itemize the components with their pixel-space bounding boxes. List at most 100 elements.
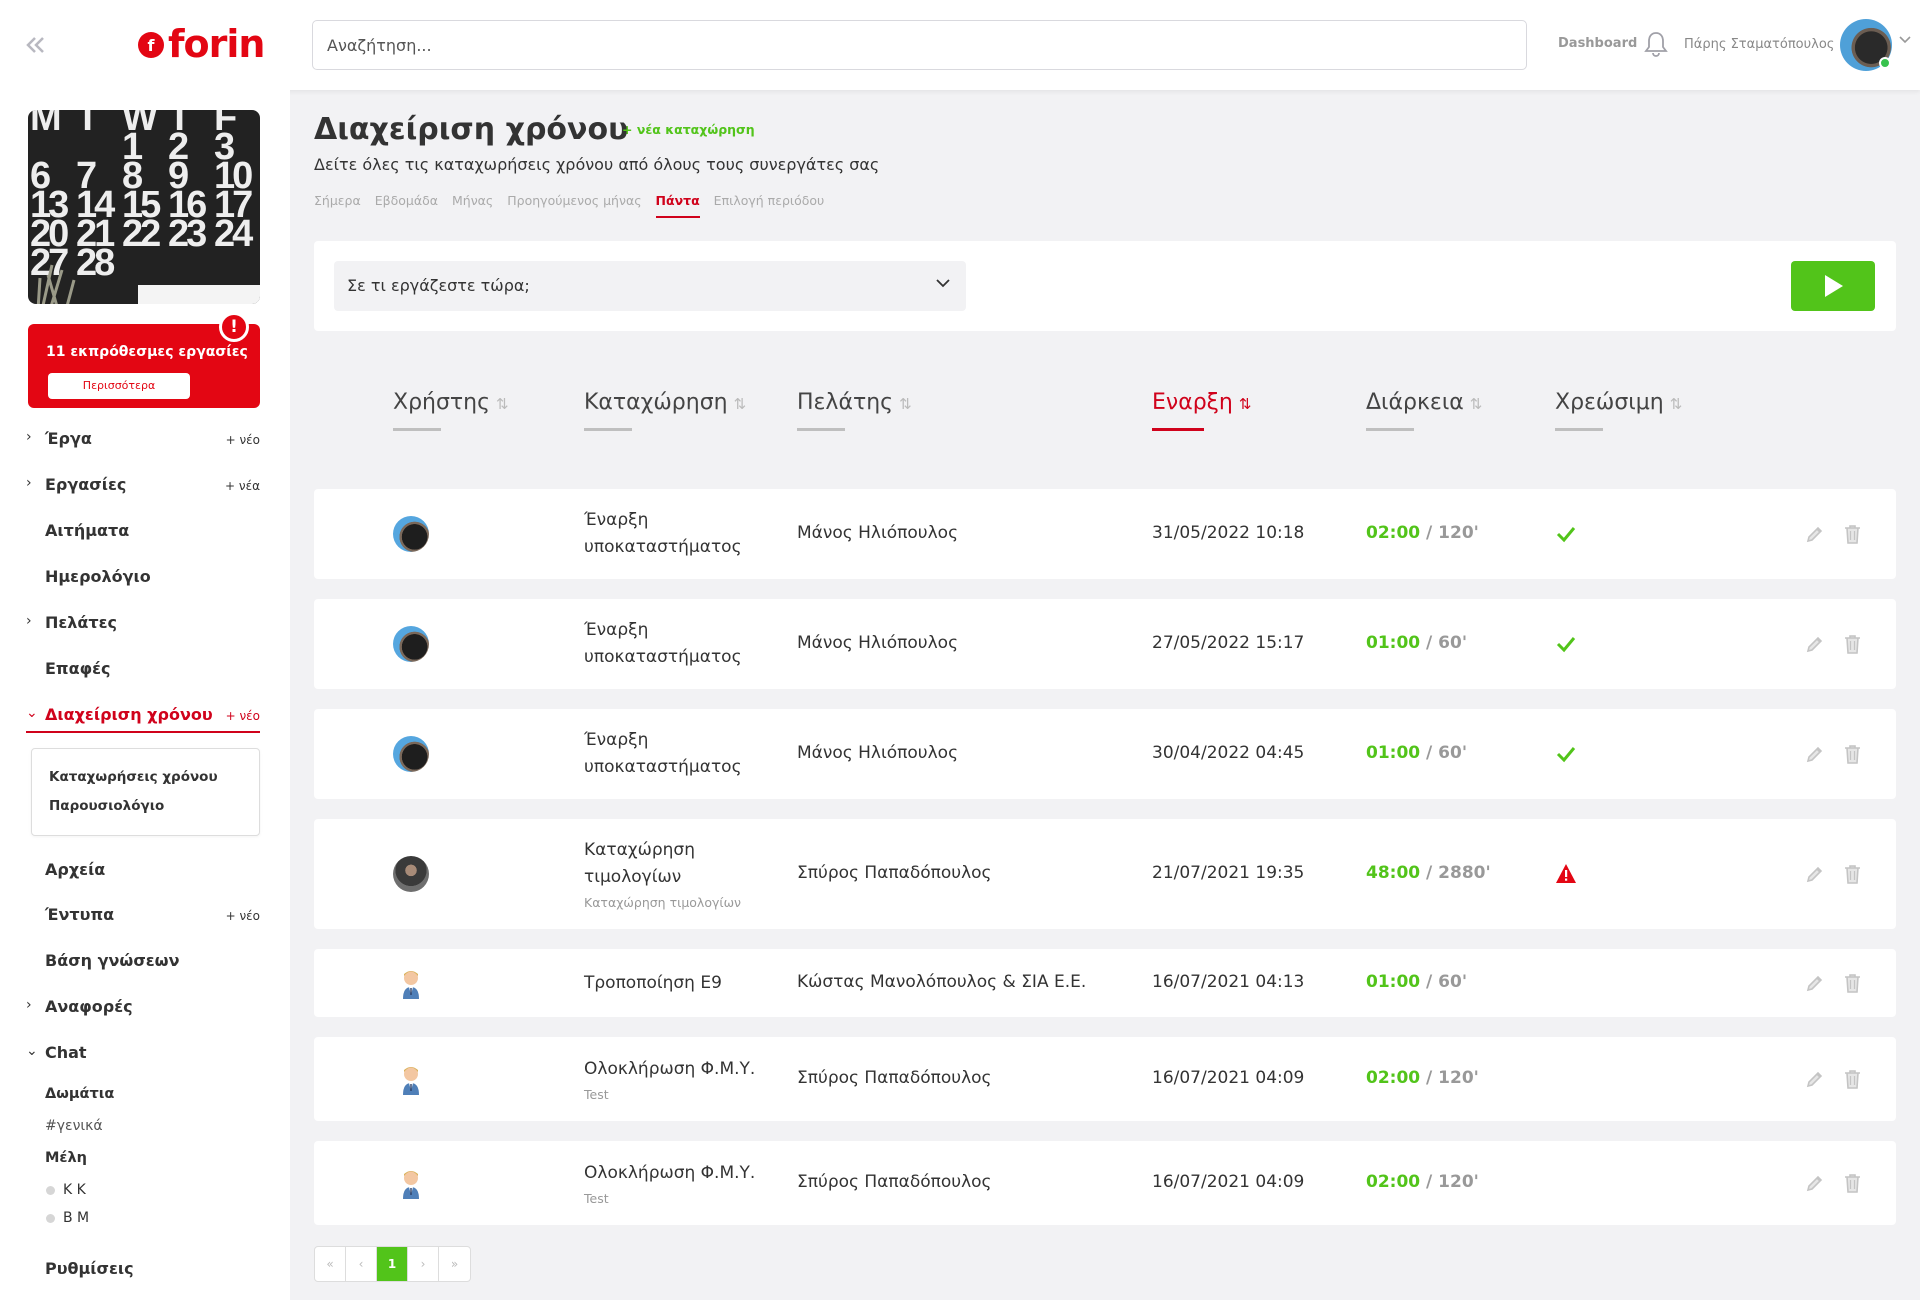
start-timer-button[interactable]	[1791, 261, 1875, 311]
table-row[interactable]: Καταχώρηση τιμολογίων Καταχώρηση τιμολογίω…	[314, 819, 1896, 929]
desk-surface	[138, 285, 260, 304]
sidebar-item-forms[interactable]: Έντυπα + νέο	[26, 903, 260, 933]
submenu-item-time-entries[interactable]: Καταχωρήσεις χρόνου	[49, 769, 218, 785]
column-header-start[interactable]: Εναρξη ⇅	[1152, 390, 1251, 415]
client-name[interactable]: Σπύρος Παπαδόπουλος	[797, 1068, 992, 1088]
column-header-entry[interactable]: Καταχώρηση ⇅	[584, 390, 746, 415]
pencil-icon[interactable]	[1805, 744, 1825, 764]
trash-icon[interactable]	[1844, 1069, 1861, 1089]
sidebar-item-label: Εργασίες	[45, 475, 127, 494]
pencil-icon[interactable]	[1805, 864, 1825, 884]
chevron-down-icon: ⌄	[26, 705, 38, 721]
entry-title[interactable]: υποκαταστήματος	[584, 647, 742, 667]
table-row[interactable]: Έναρξη υποκαταστήματος Μάνος Ηλιόπουλος 27/…	[314, 599, 1896, 689]
search-input[interactable]	[312, 20, 1527, 70]
entry-title[interactable]: τιμολογίων	[584, 867, 682, 887]
sidebar-item-contacts[interactable]: Επαφές	[26, 657, 260, 687]
sort-icon: ⇅	[733, 395, 747, 413]
more-button[interactable]: Περισσότερα	[48, 373, 190, 399]
period-tab[interactable]: Σήμερα	[314, 193, 361, 208]
chat-members-heading: Μέλη	[45, 1150, 87, 1166]
period-tab[interactable]: Μήνας	[451, 193, 494, 208]
user-name[interactable]: Πάρης Σταματόπουλος	[1684, 37, 1835, 52]
pencil-icon[interactable]	[1805, 634, 1825, 654]
sidebar-item-time-management[interactable]: ⌄ Διαχείριση χρόνου + νέο	[26, 703, 260, 733]
sidebar-item-files[interactable]: Αρχεία	[26, 858, 260, 888]
chat-member[interactable]: Κ Κ	[46, 1182, 86, 1198]
prev-page-button[interactable]: ‹	[346, 1247, 377, 1281]
sidebar-new-link[interactable]: + νέα	[225, 479, 260, 493]
sidebar-item-clients[interactable]: › Πελάτες	[26, 611, 260, 641]
dashboard-link[interactable]: Dashboard	[1558, 36, 1638, 51]
client-name[interactable]: Κώστας Μανολόπουλος & ΣΙΑ Ε.Ε.	[797, 972, 1087, 992]
client-name[interactable]: Σπύρος Παπαδόπουλος	[797, 1172, 992, 1192]
bell-icon[interactable]	[1644, 30, 1668, 58]
trash-icon[interactable]	[1844, 864, 1861, 884]
column-header-duration[interactable]: Διάρκεια ⇅	[1366, 390, 1482, 415]
chat-member[interactable]: Β Μ	[46, 1210, 89, 1226]
double-chevron-left-icon[interactable]	[22, 30, 48, 60]
pencil-icon[interactable]	[1805, 1173, 1825, 1193]
table-row[interactable]: Ολοκλήρωση Φ.Μ.Υ. Test Σπύρος Παπαδόπουλος…	[314, 1141, 1896, 1225]
entry-title[interactable]: Τροποποίηση Ε9	[584, 972, 722, 993]
chevron-down-icon[interactable]	[1898, 33, 1912, 47]
entry-title[interactable]: υποκαταστήματος	[584, 757, 742, 777]
entry-title[interactable]: Καταχώρηση	[584, 840, 695, 860]
next-page-button[interactable]: ›	[408, 1247, 439, 1281]
sidebar-item-calendar[interactable]: Ημερολόγιο	[26, 565, 260, 595]
entry-title[interactable]: Ολοκλήρωση Φ.Μ.Υ.	[584, 1162, 756, 1183]
period-tab[interactable]: Προηγούμενος μήνας	[507, 193, 642, 208]
trash-icon[interactable]	[1844, 744, 1861, 764]
chevron-right-icon: ›	[26, 475, 32, 491]
trash-icon[interactable]	[1844, 634, 1861, 654]
table-row[interactable]: Έναρξη υποκαταστήματος Μάνος Ηλιόπουλος 31/…	[314, 489, 1896, 579]
client-name[interactable]: Μάνος Ηλιόπουλος	[797, 743, 959, 763]
entry-title[interactable]: Έναρξη	[584, 620, 649, 640]
entry-title[interactable]: Ολοκλήρωση Φ.Μ.Υ.	[584, 1058, 756, 1079]
logo[interactable]: f forin	[138, 22, 265, 66]
sidebar-item-chat[interactable]: ⌄ Chat	[26, 1041, 260, 1071]
period-tab[interactable]: Εβδομάδα	[374, 193, 438, 208]
client-name[interactable]: Μάνος Ηλιόπουλος	[797, 633, 959, 653]
trash-icon[interactable]	[1844, 1173, 1861, 1193]
sidebar-item-label: Βάση γνώσεων	[45, 951, 180, 970]
pencil-icon[interactable]	[1805, 524, 1825, 544]
sidebar-item-settings[interactable]: Ρυθμίσεις	[26, 1257, 260, 1287]
sidebar-new-link[interactable]: + νέο	[225, 909, 260, 923]
column-header-user[interactable]: Χρήστης ⇅	[393, 390, 509, 415]
period-tab[interactable]: Επιλογή περιόδου	[713, 193, 825, 208]
trash-icon[interactable]	[1844, 524, 1861, 544]
sidebar-item-label: Ημερολόγιο	[45, 567, 151, 586]
last-page-button[interactable]: »	[450, 1257, 459, 1271]
sidebar-item-projects[interactable]: › Έργα + νέο	[26, 427, 260, 457]
period-tabs: Σήμερα Εβδομάδα Μήνας Προηγούμενος μήνας Πάν…	[314, 193, 824, 218]
sidebar-item-knowledge-base[interactable]: Βάση γνώσεων	[26, 949, 260, 979]
chat-room-general[interactable]: #γενικά	[45, 1118, 103, 1134]
start-datetime: 16/07/2021 04:13	[1152, 972, 1305, 992]
table-row[interactable]: Τροποποίηση Ε9 Κώστας Μανολόπουλος & ΣΙΑ …	[314, 949, 1896, 1017]
column-header-client[interactable]: Πελάτης ⇅	[797, 390, 912, 415]
task-select[interactable]: Σε τι εργάζεστε τώρα;	[334, 261, 966, 311]
sidebar-item-tasks[interactable]: › Εργασίες + νέα	[26, 473, 260, 503]
entry-title[interactable]: υποκαταστήματος	[584, 537, 742, 557]
new-entry-link[interactable]: + νέα καταχώρηση	[622, 122, 755, 137]
entry-title[interactable]: Έναρξη	[584, 730, 649, 750]
pencil-icon[interactable]	[1805, 973, 1825, 993]
sidebar-new-link[interactable]: + νέο	[225, 709, 260, 723]
table-row[interactable]: Ολοκλήρωση Φ.Μ.Υ. Test Σπύρος Παπαδόπουλος…	[314, 1037, 1896, 1121]
sidebar-item-requests[interactable]: Αιτήματα	[26, 519, 260, 549]
sidebar-new-link[interactable]: + νέο	[225, 433, 260, 447]
column-header-billable[interactable]: Χρεώσιμη ⇅	[1555, 390, 1682, 415]
first-page-button[interactable]: «	[315, 1247, 346, 1281]
table-row[interactable]: Έναρξη υποκαταστήματος Μάνος Ηλιόπουλος 30/…	[314, 709, 1896, 799]
period-tab[interactable]: Πάντα	[655, 193, 700, 218]
client-name[interactable]: Μάνος Ηλιόπουλος	[797, 523, 959, 543]
duration: 48:00 / 2880'	[1366, 863, 1491, 883]
sidebar-item-reports[interactable]: › Αναφορές	[26, 995, 260, 1025]
page-button[interactable]: 1	[377, 1247, 408, 1281]
client-name[interactable]: Σπύρος Παπαδόπουλος	[797, 863, 992, 883]
trash-icon[interactable]	[1844, 973, 1861, 993]
entry-title[interactable]: Έναρξη	[584, 510, 649, 530]
pencil-icon[interactable]	[1805, 1069, 1825, 1089]
submenu-item-attendance[interactable]: Παρουσιολόγιο	[49, 798, 165, 814]
